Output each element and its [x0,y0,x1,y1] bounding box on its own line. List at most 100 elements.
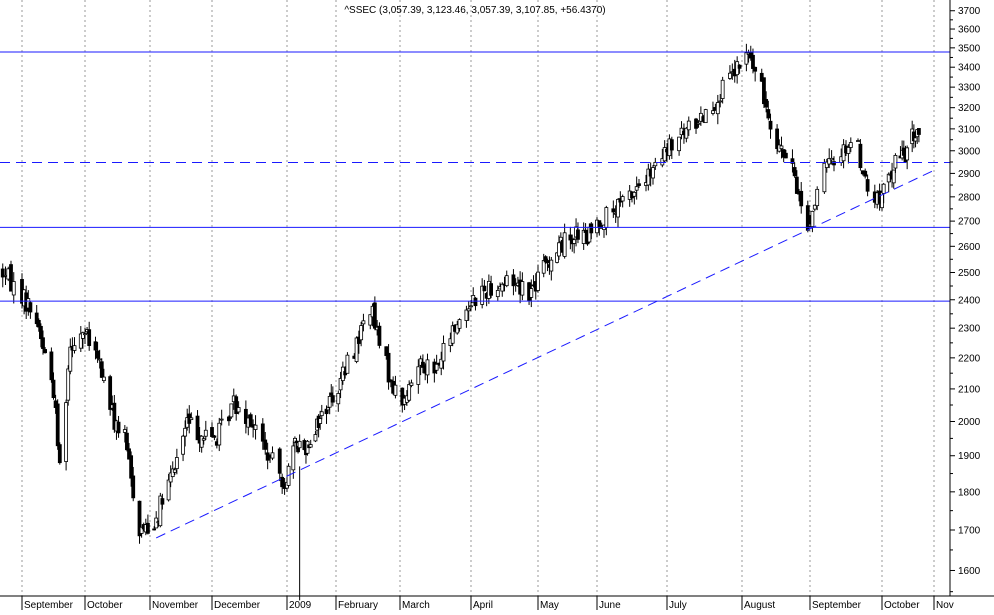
candle-body [34,312,39,325]
candle-body [368,314,373,326]
candle [97,349,102,369]
x-tick-label: July [669,600,687,610]
candle [189,412,194,421]
candle-body [87,329,92,346]
candle [125,426,129,452]
candle-body [457,319,462,329]
candle-body [217,422,222,446]
candle [78,326,83,353]
y-tick-label: 2200 [958,353,981,364]
y-tick-label: 1800 [958,487,981,498]
candle-body [660,158,665,166]
candle [792,162,797,178]
candle [881,182,886,204]
candle-body [201,438,206,441]
candle [253,415,258,440]
candle [799,182,804,214]
candle-body [280,476,285,488]
candle [388,379,393,388]
candle [277,447,282,482]
candle-body [131,475,136,499]
candle-body [759,72,764,82]
candle-body [815,188,820,207]
candle-body [753,66,758,72]
candle [354,336,359,364]
candle-body [715,102,720,115]
candle [858,139,863,171]
x-tick-label: October [87,600,123,610]
candle-body [137,500,142,537]
candle-body [549,259,554,272]
candle [421,354,425,374]
candle [152,526,157,531]
candle [632,191,637,205]
candle-body [783,152,788,159]
candle [172,467,177,476]
candle-body [336,393,341,405]
candle [68,338,73,375]
candle-body [72,345,77,351]
candle-body [439,358,444,369]
candle-body [604,207,609,229]
candle [646,163,651,191]
candle [137,500,142,544]
candle [669,136,674,160]
candle-body [386,352,391,383]
y-tick-label: 2600 [958,242,981,253]
candle-body [127,448,131,460]
candle [511,269,516,296]
candle [549,256,554,281]
candle-body [122,429,127,433]
candle-body [139,526,144,534]
candle-body [799,190,804,207]
candle [469,300,473,311]
candle-body [9,264,13,292]
candle [131,466,136,502]
candle-body [229,403,234,418]
candle [377,322,382,349]
candle [728,65,732,80]
candle-body [297,440,302,449]
candle-body [313,434,318,442]
candle [72,337,77,354]
candle-body [43,349,47,354]
candle-body [125,432,129,451]
candle-body [326,407,330,411]
candle [891,169,896,189]
candle [520,272,525,301]
candle [810,210,815,233]
candle [386,344,391,390]
candle-body [441,342,446,362]
y-tick-label: 3400 [958,63,981,74]
candle [812,204,817,212]
candle [263,431,268,455]
candle-body [0,268,5,278]
candle [212,434,217,441]
candle-body [696,122,701,125]
candle-body [790,158,795,164]
candle-body [846,147,851,154]
candle-body [620,196,625,202]
candle [637,179,641,188]
candle-body [181,435,185,455]
candle [122,425,127,443]
candle [917,128,921,143]
candle-body [51,379,56,399]
y-tick-label: 3200 [958,103,981,114]
candle-body [455,324,460,334]
candle-body [83,333,87,336]
candle-body [812,204,817,210]
candle [744,43,749,72]
candle [775,124,779,155]
candle-body [827,158,832,165]
candle [201,436,206,445]
x-tick-label: February [338,600,378,610]
candle [112,395,117,433]
candle-body [116,421,121,434]
candle [822,158,827,194]
candle [541,253,546,278]
candle [280,473,285,494]
x-tick-label: May [540,600,559,610]
candle [236,401,241,415]
